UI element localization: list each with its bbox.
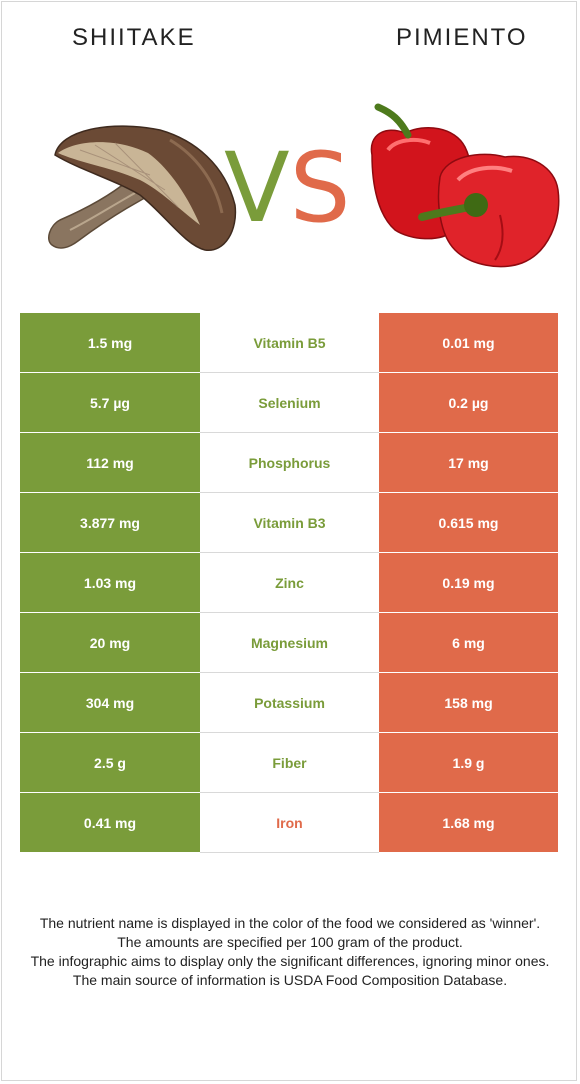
table-row: 5.7 µg Selenium 0.2 µg [20,372,558,433]
pimiento-pepper-image [370,103,560,268]
table-row: 3.877 mg Vitamin B3 0.615 mg [20,492,558,553]
shiitake-mushroom-image [48,125,237,251]
left-value-cell: 0.41 mg [20,792,200,853]
footer-line-source: The main source of information is USDA F… [72,972,508,988]
nutrient-name-cell: Fiber [200,732,379,793]
vs-label: VS [224,140,351,236]
hero-illustration [48,103,560,268]
footer-line-aims: The infographic aims to display only the… [30,953,550,969]
left-food-title: SHIITAKE [72,24,196,51]
right-value-cell: 1.68 mg [379,792,558,853]
left-value-cell: 5.7 µg [20,372,200,433]
right-value-cell: 17 mg [379,432,558,493]
footer-notes: The nutrient name is displayed in the co… [20,914,560,990]
table-row: 112 mg Phosphorus 17 mg [20,432,558,493]
right-food-title: PIMIENTO [396,24,528,51]
left-value-cell: 1.03 mg [20,552,200,613]
table-row: 1.5 mg Vitamin B5 0.01 mg [20,313,558,373]
right-value-cell: 0.01 mg [379,313,558,373]
nutrient-name-cell: Vitamin B3 [200,492,379,553]
footer-line-winner: The nutrient name is displayed in the co… [39,915,541,931]
left-value-cell: 112 mg [20,432,200,493]
nutrient-name-cell: Vitamin B5 [200,313,379,373]
nutrient-name-cell: Potassium [200,672,379,733]
left-value-cell: 3.877 mg [20,492,200,553]
table-row: 0.41 mg Iron 1.68 mg [20,792,558,853]
footer-line-amounts: The amounts are specified per 100 gram o… [117,934,463,950]
right-value-cell: 0.615 mg [379,492,558,553]
right-value-cell: 0.2 µg [379,372,558,433]
nutrient-name-cell: Phosphorus [200,432,379,493]
vs-letter-v: V [224,132,290,244]
right-value-cell: 0.19 mg [379,552,558,613]
right-value-cell: 1.9 g [379,732,558,793]
left-value-cell: 20 mg [20,612,200,673]
nutrient-name-cell: Zinc [200,552,379,613]
table-row: 2.5 g Fiber 1.9 g [20,732,558,793]
table-row: 20 mg Magnesium 6 mg [20,612,558,673]
nutrient-name-cell: Iron [200,792,379,853]
nutrient-comparison-table: 1.5 mg Vitamin B5 0.01 mg 5.7 µg Selenium 0.2… [20,313,558,853]
right-value-cell: 6 mg [379,612,558,673]
vs-letter-s: S [289,132,351,244]
left-value-cell: 1.5 mg [20,313,200,373]
right-value-cell: 158 mg [379,672,558,733]
nutrient-name-cell: Magnesium [200,612,379,673]
left-value-cell: 304 mg [20,672,200,733]
table-row: 1.03 mg Zinc 0.19 mg [20,552,558,613]
left-value-cell: 2.5 g [20,732,200,793]
nutrient-name-cell: Selenium [200,372,379,433]
table-row: 304 mg Potassium 158 mg [20,672,558,733]
